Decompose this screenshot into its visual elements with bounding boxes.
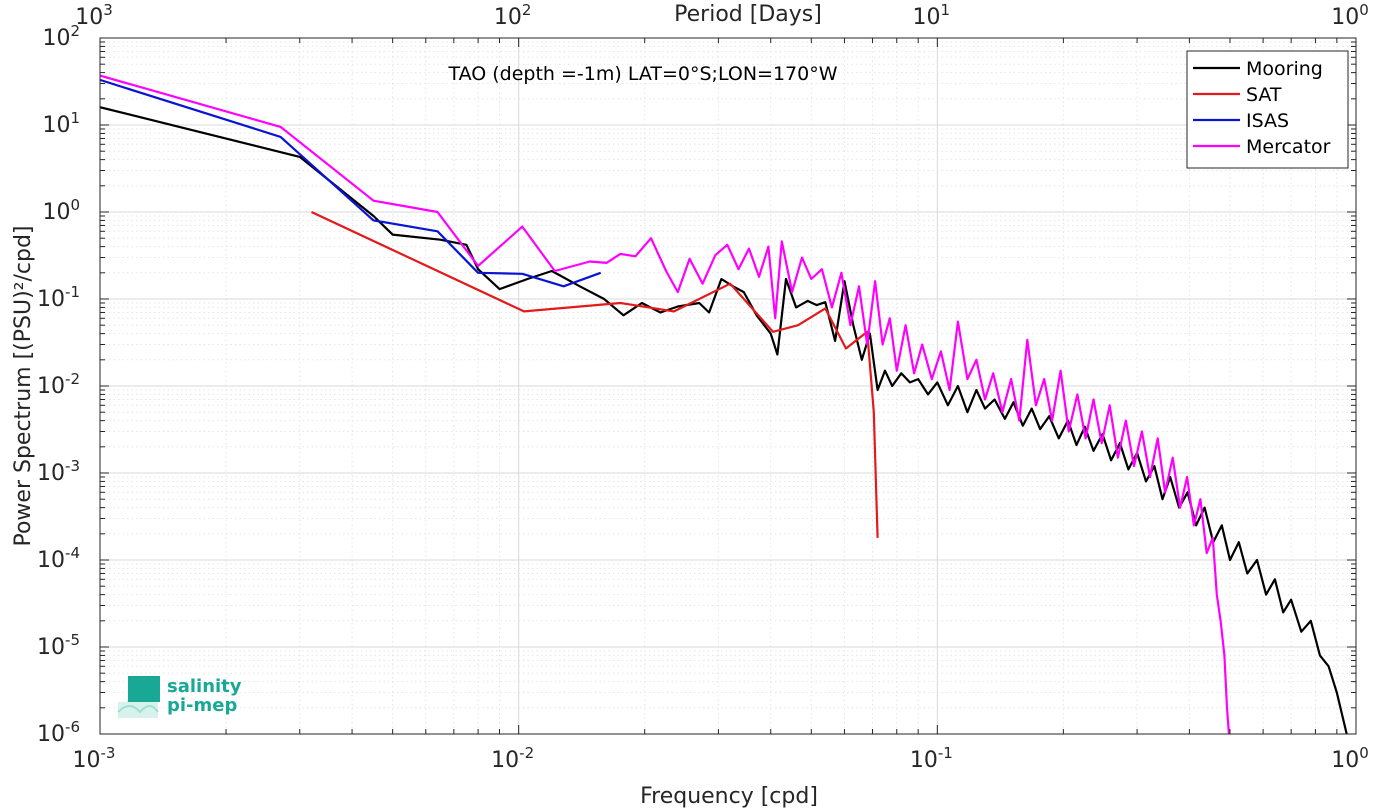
logo-line-2: pi-mep — [167, 695, 237, 716]
legend-label-mooring: Mooring — [1246, 58, 1323, 80]
y-axis-title: Power Spectrum [(PSU)²/cpd] — [11, 225, 36, 546]
legend: Mooring SAT ISAS Mercator — [1186, 50, 1349, 169]
legend-items: Mooring SAT ISAS Mercator — [1193, 58, 1331, 158]
top-axis-title: Period [Days] — [674, 2, 822, 27]
y-tick-label: 10-5 — [37, 631, 80, 660]
x-tick-label: 10-2 — [491, 744, 534, 773]
y-tick-label: 10-1 — [37, 283, 80, 312]
series-line-sat — [311, 211, 879, 538]
y-axis-title-text: Power Spectrum [(PSU)²/cpd] — [11, 225, 36, 546]
legend-label-mercator: Mercator — [1246, 136, 1331, 158]
y-tick-label: 10-4 — [37, 544, 80, 573]
series-line-mercator — [100, 74, 1230, 734]
x-axis-title: Frequency [cpd] — [640, 784, 818, 809]
y-tick-label: 102 — [42, 22, 80, 51]
y-tick-label: 10-6 — [37, 718, 80, 747]
series-lines — [100, 74, 1348, 734]
x-tick-label: 10-3 — [73, 744, 116, 773]
x-tick-label: 10-1 — [910, 744, 953, 773]
salinity-pi-mep-logo: salinity pi-mep — [117, 676, 242, 718]
y-tick-label: 101 — [42, 109, 80, 138]
logo-mark-icon — [117, 676, 160, 718]
plot-annotation: TAO (depth =-1m) LAT=0°S;LON=170°W — [447, 63, 837, 85]
series-line-mooring — [100, 106, 1348, 734]
grid — [100, 38, 1356, 734]
x-tick-label: 100 — [1331, 744, 1369, 773]
y-tick-label: 100 — [42, 196, 80, 225]
top-tick-label: 103 — [75, 1, 113, 30]
series-line-isas — [100, 78, 602, 288]
top-tick-label: 101 — [913, 1, 951, 30]
legend-label-sat: SAT — [1246, 84, 1282, 106]
legend-box — [1186, 50, 1349, 169]
y-tick-label: 10-2 — [37, 370, 80, 399]
top-tick-label: 102 — [494, 1, 532, 30]
tick-marks — [99, 37, 1357, 735]
legend-label-isas: ISAS — [1246, 110, 1289, 132]
logo-line-1: salinity — [167, 676, 242, 697]
y-tick-label: 10-3 — [37, 457, 80, 486]
top-tick-label: 100 — [1331, 1, 1369, 30]
